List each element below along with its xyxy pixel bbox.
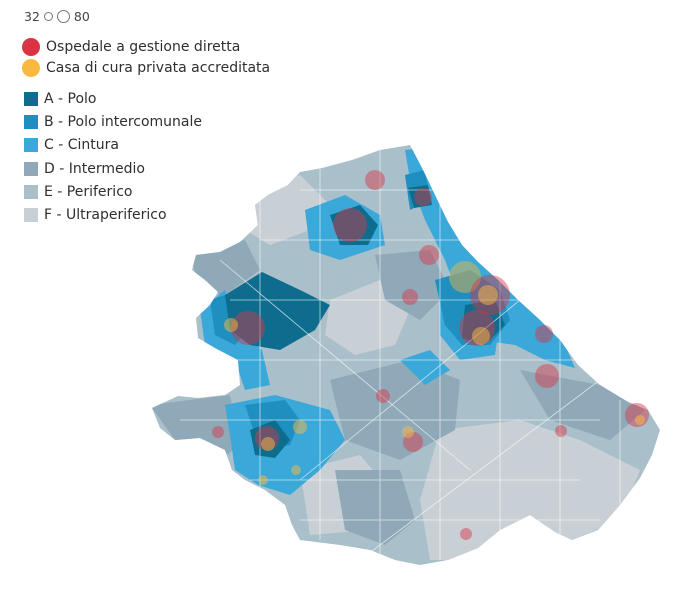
legend-label: Ospedale a gestione diretta (46, 38, 241, 55)
facility-type-legend: Ospedale a gestione diretta Casa di cura… (22, 36, 270, 79)
legend-item-polo-intercomunale[interactable]: B - Polo intercomunale (24, 110, 202, 133)
size-large-circle-icon (56, 10, 70, 23)
clinic-dot-icon (22, 59, 40, 78)
facility-markers (212, 170, 649, 540)
hospital-marker[interactable] (365, 170, 385, 190)
size-legend-max: 80 (73, 9, 90, 24)
clinic-marker[interactable] (258, 475, 268, 485)
clinic-marker[interactable] (291, 465, 301, 475)
clinic-marker[interactable] (224, 318, 238, 332)
legend-label: C - Cintura (44, 137, 119, 154)
zone-polo-vasto (408, 185, 432, 208)
hospital-marker[interactable] (333, 208, 367, 242)
legend-label: E - Periferico (44, 183, 133, 200)
hospital-marker[interactable] (376, 389, 390, 403)
swatch-icon (24, 91, 38, 106)
legend-item-polo[interactable]: A - Polo (24, 87, 202, 110)
legend-item-intermedio[interactable]: D - Intermedio (24, 157, 202, 180)
zone-intermedio-central (330, 360, 460, 460)
hospital-marker[interactable] (419, 245, 439, 265)
hospital-marker[interactable] (555, 425, 567, 437)
size-legend: 32 80 (24, 9, 90, 24)
hospital-marker[interactable] (535, 325, 553, 343)
legend-label: B - Polo intercomunale (44, 113, 203, 130)
zone-intermedio-north (375, 250, 450, 320)
legend-item-cintura[interactable]: C - Cintura (24, 134, 202, 157)
swatch-icon (24, 114, 38, 129)
clinic-marker[interactable] (449, 261, 481, 293)
clinic-marker[interactable] (472, 327, 490, 345)
legend-item-periferico[interactable]: E - Periferico (24, 180, 202, 203)
clinic-marker[interactable] (261, 437, 275, 451)
zone-legend: A - Polo B - Polo intercomunale C - Cint… (24, 87, 202, 227)
hospital-marker[interactable] (402, 289, 418, 305)
clinic-marker[interactable] (635, 415, 645, 425)
swatch-icon (24, 161, 38, 176)
zone-cintura-sulmona (400, 350, 450, 385)
legend-item-ultraperiferico[interactable]: F - Ultraperiferico (24, 203, 202, 226)
swatch-icon (24, 184, 38, 199)
legend-label: D - Intermedio (44, 160, 145, 177)
size-small-circle-icon (43, 12, 53, 21)
zone-intermedio-southwest (152, 395, 240, 460)
zone-intermedio-east (520, 370, 645, 440)
zone-intermedio-west (190, 240, 260, 295)
municipality-borders (180, 150, 640, 561)
clinic-marker[interactable] (478, 285, 498, 305)
swatch-icon (24, 208, 38, 223)
size-legend-min: 32 (24, 9, 40, 24)
hospital-marker[interactable] (460, 528, 472, 540)
municipality-areas (152, 145, 660, 565)
zone-polo-teramo (330, 205, 378, 245)
legend-item-hospital[interactable]: Ospedale a gestione diretta (22, 36, 270, 58)
legend-label: F - Ultraperiferico (44, 207, 167, 224)
legend-label: Casa di cura privata accreditata (46, 60, 271, 77)
hospital-marker[interactable] (231, 311, 265, 345)
hospital-marker[interactable] (535, 364, 559, 388)
zone-intermedio-south (335, 470, 415, 545)
legend-item-clinic[interactable]: Casa di cura privata accreditata (22, 58, 270, 80)
hospital-dot-icon (22, 37, 40, 56)
zone-ultraperiferico-south (420, 420, 640, 560)
swatch-icon (24, 138, 38, 153)
hospital-marker[interactable] (212, 426, 224, 438)
hospital-marker[interactable] (414, 188, 432, 206)
legend-label: A - Polo (44, 90, 97, 107)
clinic-marker[interactable] (293, 420, 307, 434)
clinic-marker[interactable] (402, 426, 414, 438)
